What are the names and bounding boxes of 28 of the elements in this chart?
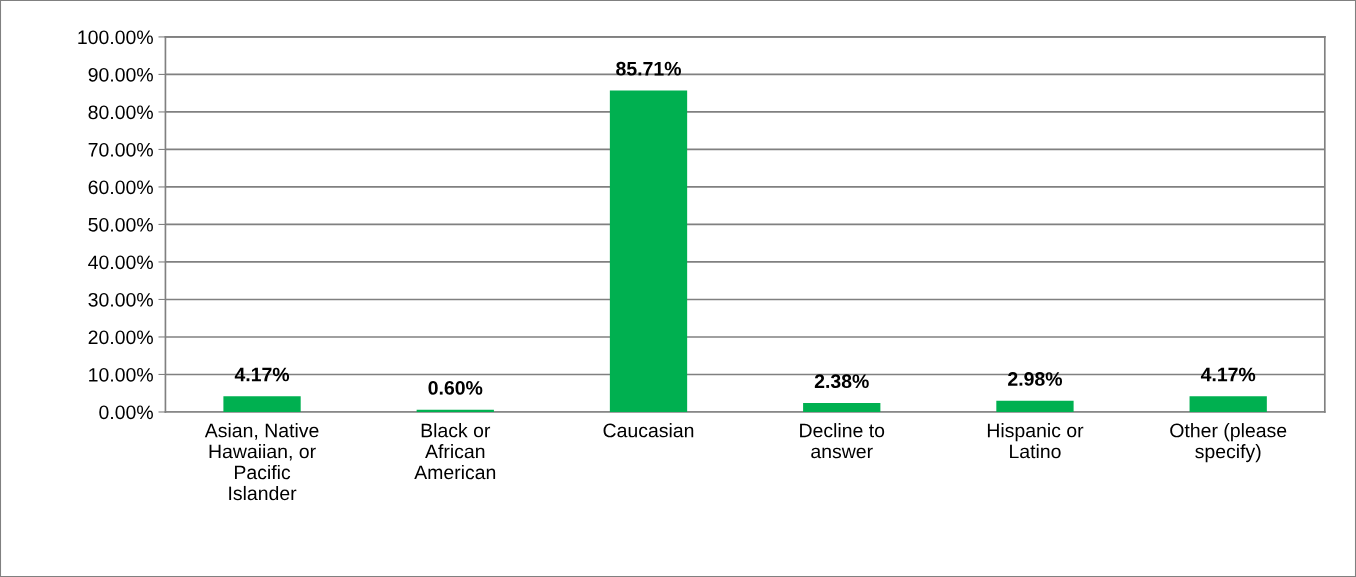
y-tick-label: 50.00% bbox=[88, 217, 153, 232]
y-tick-label: 20.00% bbox=[88, 330, 153, 345]
bar bbox=[803, 403, 881, 412]
x-tick-label: Black or African American bbox=[414, 423, 496, 480]
y-tick-label: 30.00% bbox=[88, 292, 153, 307]
y-tick-label: 10.00% bbox=[89, 367, 153, 382]
y-tick-label: 100.00% bbox=[78, 30, 153, 45]
data-label: 0.60% bbox=[428, 381, 483, 395]
y-tick-label: 60.00% bbox=[88, 180, 153, 195]
data-label: 2.98% bbox=[1008, 372, 1063, 386]
y-tick-label: 0.00% bbox=[99, 405, 153, 420]
bar bbox=[223, 396, 301, 412]
data-label: 85.71% bbox=[616, 61, 681, 76]
bar bbox=[609, 90, 688, 412]
y-tick-label: 90.00% bbox=[88, 67, 153, 82]
y-tick-label: 40.00% bbox=[88, 255, 153, 270]
data-label: 2.38% bbox=[814, 374, 869, 389]
bar bbox=[1189, 396, 1267, 412]
data-label: 4.17% bbox=[1200, 367, 1256, 382]
x-tick-label: Hispanic or Latino bbox=[987, 423, 1084, 459]
y-tick-label: 70.00% bbox=[88, 142, 153, 157]
x-tick-label: Caucasian bbox=[603, 423, 694, 438]
y-tick-label: 80.00% bbox=[88, 105, 153, 120]
x-tick-label: Other (please specify) bbox=[1170, 423, 1287, 463]
bar bbox=[996, 400, 1074, 412]
x-tick-label: Asian, Native Hawaiian, or Pacific Islander bbox=[204, 423, 319, 501]
x-tick-label: Decline to answer bbox=[800, 423, 885, 459]
data-label: 4.17% bbox=[234, 367, 290, 382]
